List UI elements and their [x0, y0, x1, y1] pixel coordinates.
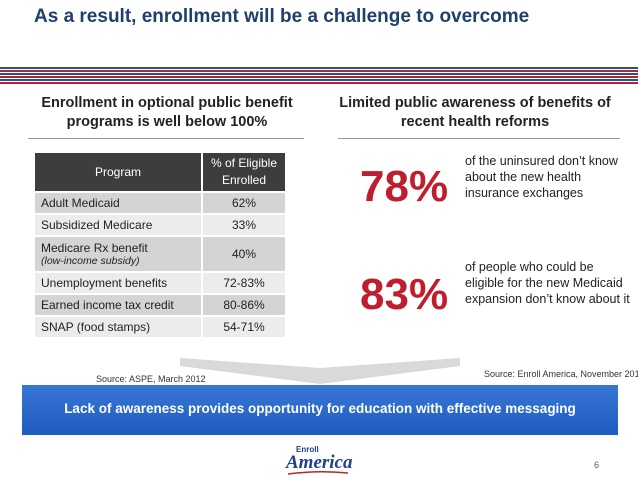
- left-column-heading: Enrollment in optional public benefit pr…: [41, 95, 293, 130]
- program-subtitle: (low-income subsidy): [41, 254, 140, 267]
- down-chevron-shape: [180, 358, 460, 384]
- program-name: Earned income tax credit: [34, 294, 202, 316]
- left-heading-divider: [28, 138, 304, 139]
- program-name: Subsidized Medicare: [34, 214, 202, 236]
- program-name: Unemployment benefits: [34, 272, 202, 294]
- stat-83-text: of people who could be eligible for the …: [465, 260, 630, 306]
- slide-title: As a result, enrollment will be a challe…: [34, 6, 530, 27]
- stat-78-text: of the uninsured don’t know about the ne…: [465, 154, 618, 200]
- enrolled-pct: 62%: [202, 192, 286, 214]
- table-row: Adult Medicaid 62%: [34, 192, 286, 214]
- enrolled-pct: 40%: [202, 236, 286, 272]
- left-source-note: Source: ASPE, March 2012: [96, 374, 206, 384]
- stat-83-number: 83%: [360, 270, 449, 319]
- enrolled-pct: 72-83%: [202, 272, 286, 294]
- enrollment-table: Program % of Eligible Enrolled Adult Med…: [34, 152, 286, 338]
- stat-78-number: 78%: [360, 162, 449, 211]
- table-header-pct: % of Eligible Enrolled: [202, 152, 286, 192]
- right-source-note: Source: Enroll America, November 2012: [484, 369, 638, 379]
- program-name: SNAP (food stamps): [34, 316, 202, 338]
- enrolled-pct: 80-86%: [202, 294, 286, 316]
- table-row: Unemployment benefits 72-83%: [34, 272, 286, 294]
- enrolled-pct: 33%: [202, 214, 286, 236]
- page-number: 6: [594, 460, 600, 470]
- logo-small-text: Enroll: [296, 445, 319, 454]
- enrolled-pct: 54-71%: [202, 316, 286, 338]
- table-row: Medicare Rx benefit (low-income subsidy)…: [34, 236, 286, 272]
- flag-stripes: [0, 67, 638, 84]
- table-header-program: Program: [34, 152, 202, 192]
- table-row: SNAP (food stamps) 54-71%: [34, 316, 286, 338]
- table-row: Earned income tax credit 80-86%: [34, 294, 286, 316]
- program-cell: Medicare Rx benefit (low-income subsidy): [34, 236, 202, 272]
- enroll-america-logo: Enroll America: [286, 445, 356, 477]
- right-column-heading: Limited public awareness of benefits of …: [339, 95, 611, 130]
- program-name: Adult Medicaid: [34, 192, 202, 214]
- program-name: Medicare Rx benefit: [41, 240, 148, 255]
- message-banner: Lack of awareness provides opportunity f…: [22, 385, 618, 435]
- table-row: Subsidized Medicare 33%: [34, 214, 286, 236]
- banner-text: Lack of awareness provides opportunity f…: [64, 401, 576, 416]
- right-heading-divider: [338, 138, 620, 139]
- logo-big-text: America: [286, 452, 353, 473]
- logo-swoosh-icon: [288, 470, 348, 475]
